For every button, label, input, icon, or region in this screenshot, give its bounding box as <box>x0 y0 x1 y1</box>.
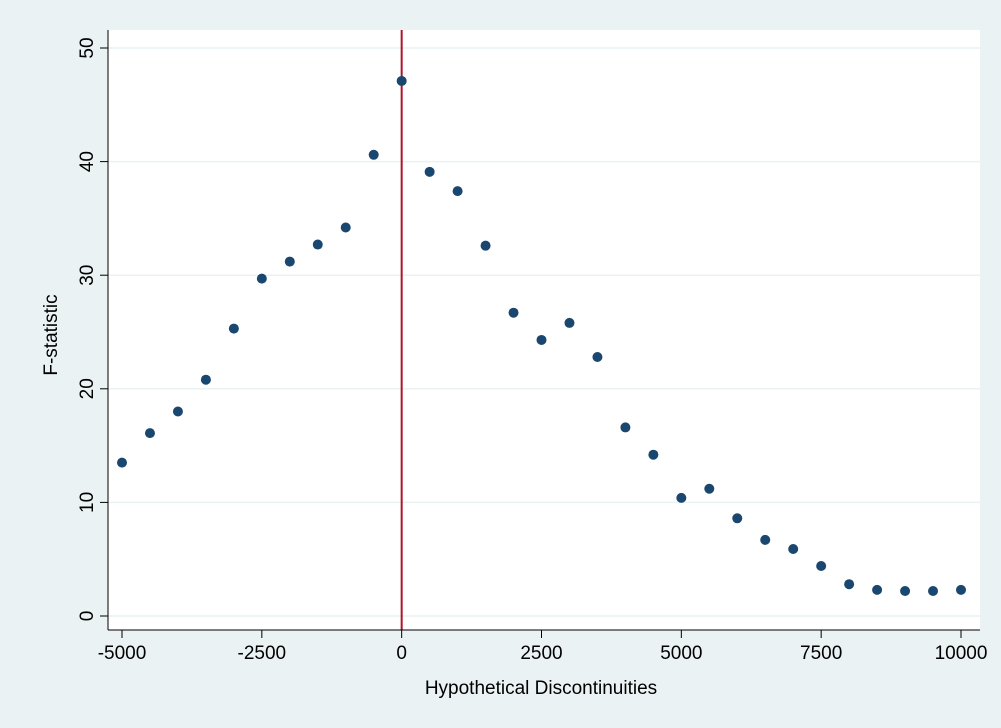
data-point <box>200 374 211 385</box>
data-point <box>424 166 435 177</box>
x-tick-label: -5000 <box>98 643 147 664</box>
x-axis-title: Hypothetical Discontinuities <box>425 678 657 699</box>
y-tick-label: 0 <box>77 611 98 622</box>
data-point <box>480 240 491 251</box>
data-point <box>676 492 687 503</box>
data-point <box>144 428 155 439</box>
y-tick-labels: 0 10 20 30 40 50 <box>77 37 98 621</box>
y-axis-title: F-statistic <box>41 294 62 375</box>
data-point <box>592 351 603 362</box>
y-tick-label: 40 <box>77 151 98 172</box>
data-point <box>816 561 827 572</box>
data-point <box>844 579 855 590</box>
data-point <box>284 256 295 267</box>
data-point <box>452 186 463 197</box>
data-point <box>788 543 799 554</box>
data-point <box>396 75 407 86</box>
y-tick-label: 50 <box>77 37 98 58</box>
y-tick-label: 30 <box>77 265 98 286</box>
data-point <box>312 239 323 250</box>
plot-area <box>108 30 980 630</box>
x-tick-label: -2500 <box>238 643 287 664</box>
data-points <box>117 75 966 597</box>
data-point <box>648 449 659 460</box>
x-tick-label: 10000 <box>935 643 988 664</box>
x-tick-label: 2500 <box>520 643 562 664</box>
data-point <box>564 317 575 328</box>
data-point <box>368 149 379 160</box>
y-tick-label: 20 <box>77 378 98 399</box>
data-point <box>760 534 771 545</box>
data-point <box>620 422 631 433</box>
x-tick-label: 5000 <box>660 643 702 664</box>
data-point <box>732 513 743 524</box>
data-point <box>900 586 911 597</box>
data-point <box>340 222 351 233</box>
axes <box>100 30 980 638</box>
y-tick-label: 10 <box>77 492 98 513</box>
data-point <box>872 584 883 595</box>
data-point <box>117 457 127 468</box>
data-point <box>704 483 715 494</box>
data-point <box>228 323 239 334</box>
data-point <box>256 273 267 284</box>
data-point <box>956 584 966 595</box>
x-tick-labels: -5000 -2500 0 2500 5000 7500 10000 <box>98 643 988 664</box>
data-point <box>928 586 939 597</box>
grid-lines <box>108 47 980 617</box>
data-point <box>508 307 519 318</box>
x-tick-label: 0 <box>396 643 407 664</box>
data-point <box>536 334 547 345</box>
data-point <box>172 406 183 417</box>
x-tick-label: 7500 <box>800 643 842 664</box>
